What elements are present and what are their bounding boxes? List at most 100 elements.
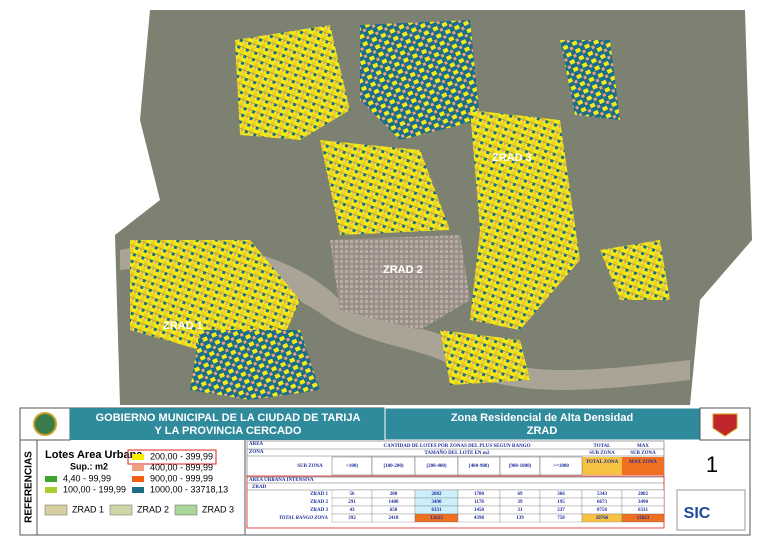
table-text: 12623 <box>637 516 650 521</box>
table-text: TOTAL <box>593 444 611 449</box>
lots <box>600 240 670 300</box>
table-text: 366 <box>557 492 565 497</box>
table-text: 6673 <box>597 500 608 505</box>
legend-label: 400,00 - 899,99 <box>150 462 213 472</box>
table-text: 1480 <box>389 500 400 505</box>
legend-swatch <box>132 476 144 482</box>
municipal-logo <box>33 412 57 436</box>
zone-label: ZRAD 2 <box>137 504 169 514</box>
lots <box>360 20 480 140</box>
title-left: Y LA PROVINCIA CERCADO <box>155 425 302 437</box>
title-left: GOBIERNO MUNICIPAL DE LA CIUDAD DE TARIJ… <box>96 412 361 424</box>
table-text: 5343 <box>597 492 608 497</box>
highlight-box <box>127 449 217 465</box>
table-text: 56 <box>350 492 356 497</box>
table-text: <100) <box>346 464 358 469</box>
zone-swatch <box>174 504 198 516</box>
table-text: 1780 <box>474 492 485 497</box>
table-text: 43 <box>350 508 356 513</box>
table-text: 139 <box>516 516 524 521</box>
table-text: MAX ZONA <box>629 460 657 465</box>
table-text: ZONA <box>249 450 264 455</box>
table-text: SUB ZONA <box>630 451 656 456</box>
table-text: SUB ZONA <box>589 451 615 456</box>
side-label: REFERENCIAS <box>24 451 35 523</box>
table-text: 6331 <box>432 508 443 513</box>
column-cell <box>539 456 583 476</box>
table-text: [900-1000) <box>509 464 532 469</box>
coat-of-arms <box>712 413 738 437</box>
table-text: 2802 <box>432 492 443 497</box>
total-head <box>582 457 622 475</box>
lots <box>320 140 450 235</box>
table: AREA ZONA CANTIDAD DE LOTES POR ZONAS DEL … <box>246 440 665 529</box>
table-text: [400-900) <box>469 464 489 469</box>
table-text: ZRAD 2 <box>310 500 328 505</box>
table-text: 1450 <box>474 508 485 513</box>
legend-swatch <box>45 487 57 493</box>
table-text: 39 <box>518 500 524 505</box>
table-text: 3490 <box>432 500 443 505</box>
table-text: ZRAD 3 <box>310 508 328 513</box>
zone-swatch <box>109 504 133 516</box>
zone-label: ZRAD 2 <box>383 264 423 276</box>
max-head <box>622 457 664 475</box>
legend-swatch <box>132 454 144 460</box>
title-cell <box>70 408 385 440</box>
zone-label: ZRAD 3 <box>202 504 234 514</box>
table-text: 31 <box>518 508 524 513</box>
city-center <box>330 235 470 330</box>
zone-label: ZRAD 3 <box>492 152 532 164</box>
legend-label: 900,00 - 999,99 <box>150 473 213 483</box>
table-text: 4398 <box>474 516 485 521</box>
legend-swatch <box>45 476 57 482</box>
table-cell <box>621 513 665 523</box>
legend-swatch <box>132 465 144 471</box>
table-text: CANTIDAD DE LOTES POR ZONAS DEL PLUS SEG… <box>384 444 531 449</box>
table-text: TOTAL ZONA <box>586 460 619 465</box>
table-text: 6331 <box>638 508 649 513</box>
table-text: 195 <box>557 500 565 505</box>
map: ZRAD 3 ZRAD 2 ZRAD 1 <box>115 10 752 405</box>
table-text: 3490 <box>638 500 649 505</box>
title-right: ZRAD <box>527 425 558 437</box>
sic-mark: SIC <box>684 505 711 522</box>
legend-label: 1000,00 - 33718,13 <box>150 484 228 494</box>
zone-label: ZRAD 1 <box>163 320 203 332</box>
legend: REFERENCIAS Lotes Area Urbana Sup.: m2 4… <box>24 440 246 535</box>
table-text: ZRAD 1 <box>310 492 328 497</box>
table-text: 280 <box>390 492 398 497</box>
lots <box>235 25 350 140</box>
table-text: 69 <box>518 492 524 497</box>
table-text: 1178 <box>474 500 484 505</box>
table-text: [200-400) <box>427 464 447 469</box>
table-text: [100-200) <box>384 464 404 469</box>
lots <box>440 330 530 385</box>
table-text: 2418 <box>389 516 400 521</box>
title-cell <box>384 407 701 441</box>
lots <box>130 240 300 350</box>
zone-label: ZRAD 1 <box>72 504 104 514</box>
table-text: ZRAD <box>252 485 267 490</box>
table-text: TOTAL RANGO ZONA <box>279 516 329 521</box>
legend-label: 4,40 - 99,99 <box>63 473 111 483</box>
table-text: 12623 <box>430 516 443 521</box>
table-text: 758 <box>557 516 565 521</box>
legend-title: Lotes Area Urbana <box>45 449 143 461</box>
legend-unit: Sup.: m2 <box>70 461 108 471</box>
sic-logo <box>676 489 746 531</box>
table-text: 20766 <box>596 516 609 521</box>
lots <box>560 40 620 120</box>
legend-label: 200,00 - 399,99 <box>150 451 213 461</box>
table-text: MAX <box>637 444 649 449</box>
table-text: SUB ZONA <box>297 464 323 469</box>
table-text: TAMAÑO DEL LOTE EN m2 <box>425 450 490 456</box>
table-text: AREA URBANA INTENSIVA <box>249 478 314 483</box>
table-text: AREA <box>249 442 264 447</box>
table-text: >=1000 <box>553 464 569 469</box>
legend-label: 100,00 - 199,99 <box>63 484 126 494</box>
table-text: 658 <box>390 508 398 513</box>
title-right: Zona Residencial de Alta Densidad <box>451 412 633 424</box>
table-text: 237 <box>557 508 565 513</box>
zone-swatch <box>44 504 68 516</box>
